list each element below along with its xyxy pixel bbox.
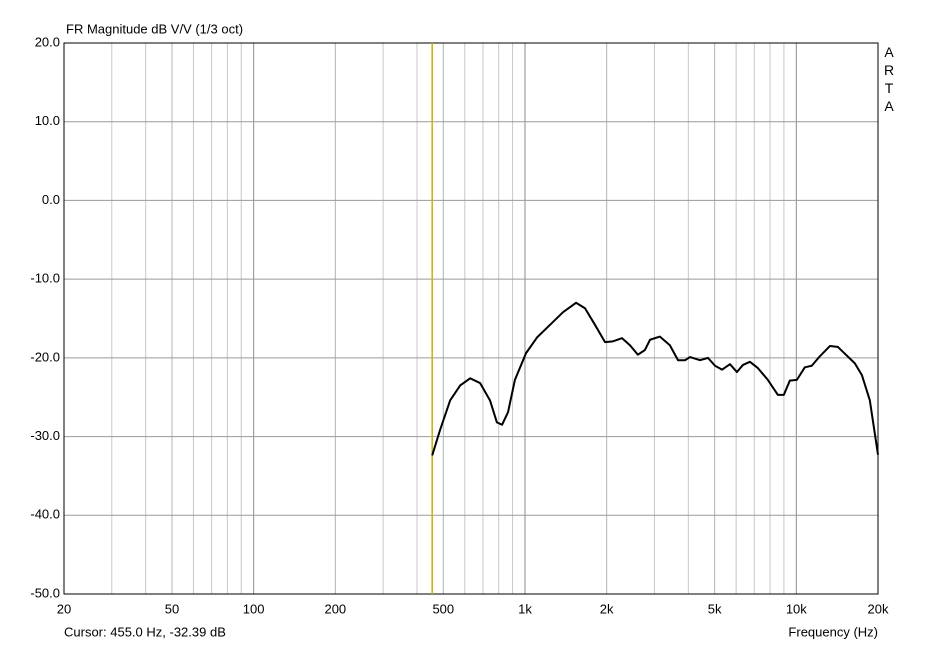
y-tick-label: -10.0	[30, 271, 60, 286]
cursor-readout: Cursor: 455.0 Hz, -32.39 dB	[64, 624, 226, 639]
y-tick-label: -50.0	[30, 585, 60, 600]
x-tick-label: 1k	[518, 601, 532, 616]
y-tick-label: -40.0	[30, 507, 60, 522]
x-tick-label: 10k	[786, 601, 807, 616]
x-tick-label: 20	[57, 601, 71, 616]
x-tick-label: 5k	[708, 601, 722, 616]
y-tick-label: -20.0	[30, 349, 60, 364]
brand: ARTA	[884, 44, 895, 114]
x-tick-label: 500	[432, 601, 454, 616]
plot-area	[64, 43, 878, 594]
x-tick-label: 50	[165, 601, 179, 616]
response-curve	[431, 301, 879, 456]
x-tick-label: 2k	[600, 601, 614, 616]
y-tick-label: 10.0	[35, 113, 60, 128]
x-tick-label: 20k	[868, 601, 889, 616]
y-tick-label: 20.0	[35, 34, 60, 49]
x-axis-label: Frequency (Hz)	[788, 624, 878, 639]
x-tick-label: 200	[324, 601, 346, 616]
y-tick-label: -30.0	[30, 428, 60, 443]
chart-title: FR Magnitude dB V/V (1/3 oct)	[66, 21, 243, 36]
plot-frame	[63, 42, 879, 595]
x-tick-label: 100	[243, 601, 265, 616]
y-tick-label: 0.0	[42, 192, 60, 207]
